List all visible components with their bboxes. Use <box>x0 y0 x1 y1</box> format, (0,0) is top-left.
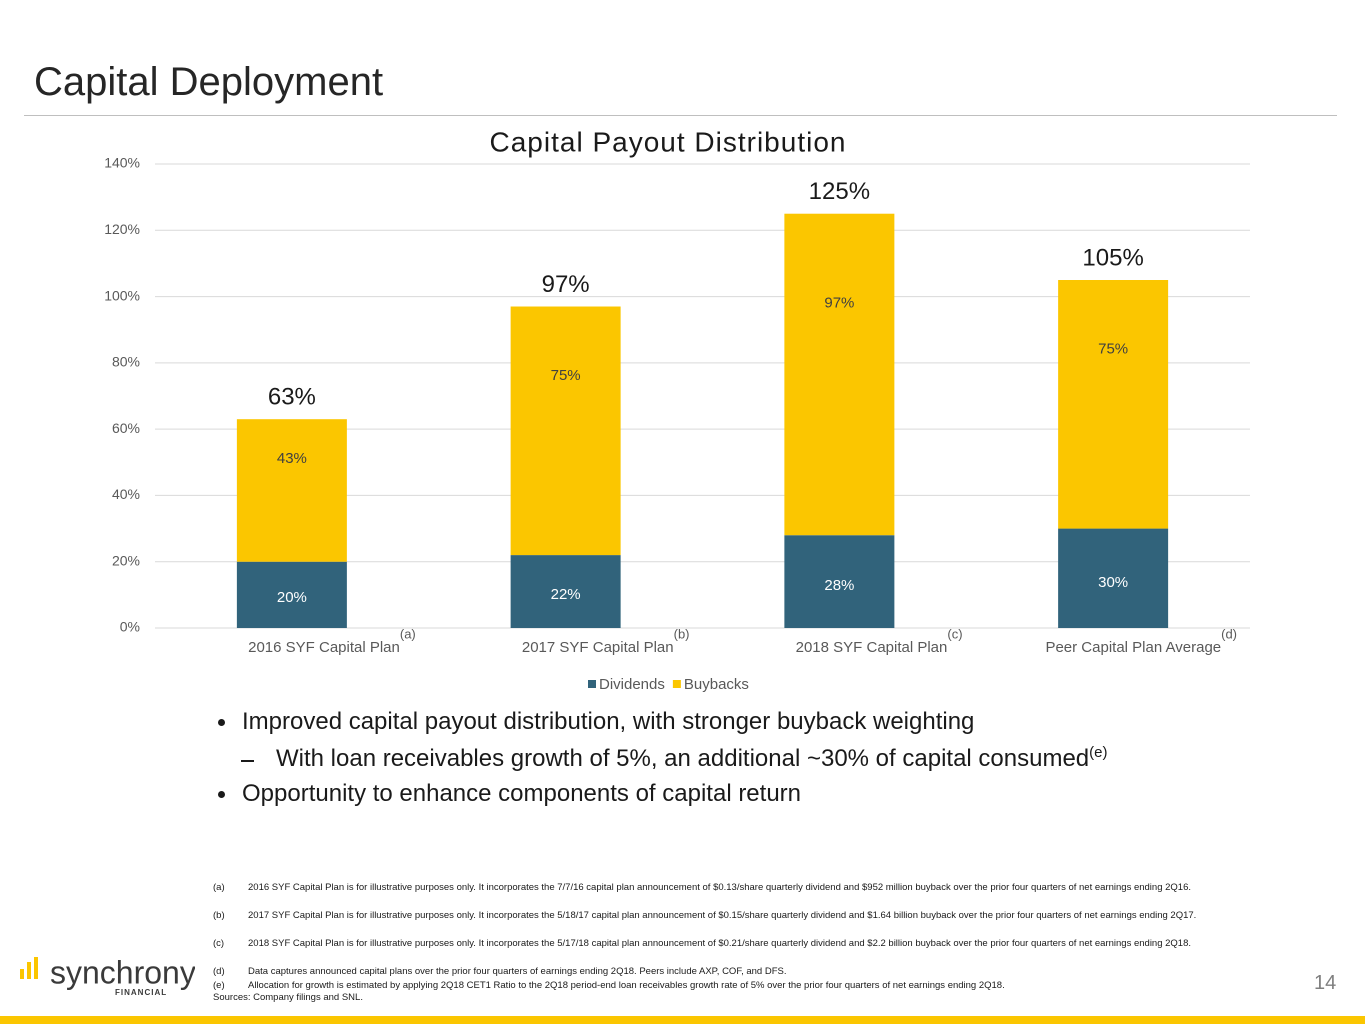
bar-segment <box>236 419 347 562</box>
y-tick-label: 40% <box>112 486 140 502</box>
bullet-dot <box>218 719 225 726</box>
bar-segment <box>510 555 621 628</box>
footer-band <box>0 1016 1365 1024</box>
sub-bullet-dash <box>241 760 254 762</box>
data-label: 22% <box>551 586 581 603</box>
y-tick-label: 80% <box>112 354 140 370</box>
footnote-marker: (d) <box>213 966 225 977</box>
total-label: 97% <box>542 271 590 298</box>
category-note: (c) <box>947 626 962 641</box>
sources: Sources: Company filings and SNL. <box>213 992 363 1003</box>
y-tick-label: 60% <box>112 420 140 436</box>
data-label: 43% <box>277 450 307 467</box>
logo-name: synchrony <box>50 955 195 990</box>
total-label: 105% <box>1082 244 1143 271</box>
data-label: 20% <box>277 589 307 606</box>
x-tick-label: 2016 SYF Capital Plan <box>248 639 400 656</box>
data-label: 75% <box>1098 341 1128 358</box>
sub-bullet-text: With loan receivables growth of 5%, an a… <box>276 745 1090 772</box>
legend-swatch <box>672 680 681 688</box>
logo-bar <box>27 962 31 979</box>
x-tick-label: Peer Capital Plan Average <box>1045 639 1221 656</box>
y-tick-label: 20% <box>112 552 140 568</box>
y-tick-label: 120% <box>104 221 140 237</box>
data-label: 75% <box>551 367 581 384</box>
bar-segment <box>1058 280 1169 529</box>
title-rule <box>24 115 1337 116</box>
bullet-dot <box>218 791 225 798</box>
footnote: (d) Data captures announced capital plans… <box>213 966 1278 977</box>
sub-bullet: With loan receivables growth of 5%, an a… <box>276 744 1107 773</box>
page-number: 14 <box>1314 972 1337 994</box>
y-tick-label: 140% <box>104 155 140 171</box>
legend-label: Dividends <box>599 676 665 693</box>
category-note: (d) <box>1221 626 1237 641</box>
x-tick-label: 2017 SYF Capital Plan <box>522 639 674 656</box>
category: 2018 SYF Capital Plan <box>796 639 948 656</box>
chart-title: Capital Payout Distribution <box>490 126 847 157</box>
bullet: Improved capital payout distribution, wi… <box>242 708 975 735</box>
footnote-marker: (a) <box>213 882 225 893</box>
y-tick-label: 0% <box>120 619 140 635</box>
footnote: (b) 2017 SYF Capital Plan is for illustra… <box>213 910 1278 921</box>
category: Peer Capital Plan Average <box>1045 639 1221 656</box>
logo-bar <box>34 957 38 979</box>
chart: Capital Payout Distribution 0% 20% 40% 60% 8… <box>104 126 1250 693</box>
footnote: (c) 2018 SYF Capital Plan is for illustra… <box>213 938 1278 949</box>
category-note: (b) <box>674 626 690 641</box>
footnote-text: 2018 SYF Capital Plan is for illustrativ… <box>248 938 1192 949</box>
footnote-text: Allocation for growth is estimated by ap… <box>248 980 1005 991</box>
legend-swatch <box>588 680 596 688</box>
data-label: 28% <box>824 577 854 594</box>
category: 2017 SYF Capital Plan <box>522 639 674 656</box>
footnote-text: 2017 SYF Capital Plan is for illustrativ… <box>248 910 1197 921</box>
logo-bar <box>20 969 24 979</box>
category: 2016 SYF Capital Plan <box>248 639 400 656</box>
footnote: (a) 2016 SYF Capital Plan is for illustra… <box>213 882 1278 893</box>
footnote-text: 2016 SYF Capital Plan is for illustrativ… <box>248 882 1192 893</box>
bar-segment <box>236 561 347 628</box>
bullet: Opportunity to enhance components of cap… <box>242 780 802 807</box>
logo: synchrony FINANCIAL <box>20 955 195 997</box>
footnote-marker: (e) <box>213 980 225 991</box>
total-label: 63% <box>268 384 316 411</box>
bar-segment <box>510 306 621 556</box>
y-tick-label: 100% <box>104 287 140 303</box>
logo-tagline: FINANCIAL <box>115 988 167 997</box>
data-label: 30% <box>1098 574 1128 591</box>
footnote-marker: (b) <box>213 910 225 921</box>
bar-segment <box>784 213 895 536</box>
data-label: 97% <box>824 295 854 312</box>
sub-bullet-note: (e) <box>1089 744 1108 761</box>
bar-segment <box>1058 528 1169 628</box>
footnote: (e) Allocation for growth is estimated by… <box>213 980 1278 991</box>
x-tick-label: 2018 SYF Capital Plan <box>796 639 948 656</box>
footnote-text: Data captures announced capital plans ov… <box>248 966 787 977</box>
footnote-marker: (c) <box>213 938 225 949</box>
bar-segment <box>784 535 895 628</box>
category-note: (a) <box>400 626 416 641</box>
legend-label: Buybacks <box>684 676 749 693</box>
total-label: 125% <box>809 178 870 205</box>
slide-title: Capital Deployment <box>34 60 384 104</box>
